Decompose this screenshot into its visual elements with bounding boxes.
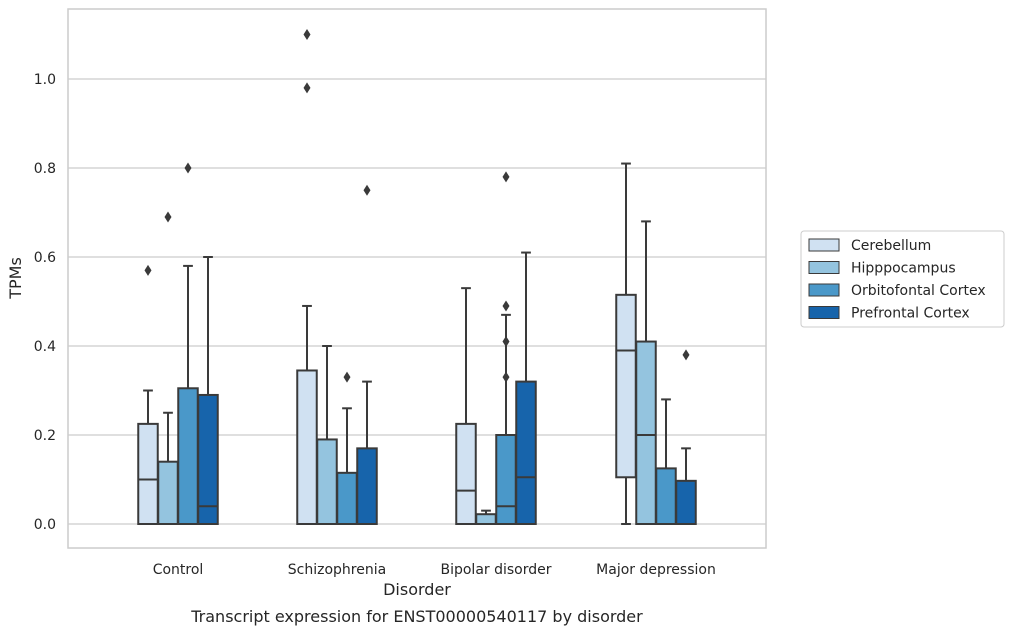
outlier-point — [184, 162, 192, 174]
legend-swatch — [808, 261, 840, 274]
chart-caption: Transcript expression for ENST0000054011… — [190, 607, 643, 626]
outlier-point — [682, 349, 690, 361]
outlier-point — [164, 211, 172, 223]
x-tick-label: Control — [153, 562, 204, 578]
legend-items: Cerebellum Hipppocampus Orbitofontal Corte… — [808, 238, 986, 322]
box-cerebellum-schizophrenia — [296, 29, 318, 525]
box-body — [615, 293, 637, 479]
box-body — [177, 387, 199, 525]
box-body — [197, 393, 219, 526]
box-orbitofontal-cortex-schizophrenia — [336, 371, 358, 526]
plot-frame — [67, 8, 767, 549]
box-body — [635, 340, 657, 525]
box-hipppocampus-bipolar-disorder — [475, 509, 497, 526]
outlier-point — [502, 371, 510, 383]
legend: Cerebellum Hipppocampus Orbitofontal Corte… — [800, 230, 1005, 328]
y-tick-label: 0.2 — [34, 428, 56, 444]
box-prefrontal-cortex-major-depression — [675, 349, 697, 525]
outlier-point — [343, 371, 351, 383]
legend-label: Prefrontal Cortex — [851, 306, 970, 322]
y-tick-label: 0.0 — [34, 517, 56, 533]
grid-layer — [68, 78, 766, 525]
outlier-point — [303, 82, 311, 94]
box-hipppocampus-control — [157, 211, 179, 526]
legend-label: Hipppocampus — [851, 261, 956, 277]
legend-label: Orbitofontal Cortex — [851, 283, 986, 299]
box-body — [316, 438, 338, 526]
x-tick-label: Major depression — [596, 562, 716, 578]
legend-swatch — [808, 238, 840, 252]
box-prefrontal-cortex-schizophrenia — [356, 184, 378, 526]
outlier-point — [363, 184, 371, 196]
outlier-point — [502, 171, 510, 183]
boxes-layer — [137, 29, 697, 526]
box-body — [455, 422, 477, 525]
box-prefrontal-cortex-bipolar-disorder — [515, 251, 537, 525]
y-tick-label: 0.8 — [34, 161, 56, 177]
legend-swatch — [808, 283, 840, 297]
box-body — [336, 471, 358, 526]
outlier-point — [502, 300, 510, 312]
box-body — [296, 369, 318, 525]
y-tick-label: 1.0 — [34, 72, 56, 88]
x-tick-label: Schizophrenia — [288, 562, 386, 578]
box-orbitofontal-cortex-major-depression — [655, 398, 677, 525]
box-body — [475, 513, 497, 526]
box-body — [356, 447, 378, 526]
y-tick-label: 0.4 — [34, 339, 56, 355]
x-axis-label: Disorder — [383, 580, 451, 599]
box-prefrontal-cortex-control — [197, 256, 219, 526]
box-body — [157, 460, 179, 526]
x-tick-labels: Control Schizophrenia Bipolar disorder Majo… — [153, 562, 716, 578]
box-body — [495, 434, 517, 525]
box-body — [515, 380, 537, 525]
y-axis-label: TPMs — [6, 257, 25, 300]
box-cerebellum-bipolar-disorder — [455, 287, 477, 525]
box-body — [675, 479, 697, 525]
box-hipppocampus-major-depression — [635, 220, 657, 525]
box-cerebellum-major-depression — [615, 162, 637, 525]
box-orbitofontal-cortex-control — [177, 162, 199, 525]
box-orbitofontal-cortex-bipolar-disorder — [495, 171, 517, 525]
outlier-point — [144, 264, 152, 276]
x-tick-label: Bipolar disorder — [440, 562, 551, 578]
legend-frame — [800, 230, 1005, 328]
outlier-point — [303, 29, 311, 40]
outlier-point — [502, 336, 510, 348]
box-cerebellum-control — [137, 264, 159, 525]
box-body — [137, 422, 159, 525]
legend-swatch — [808, 306, 840, 319]
legend-label: Cerebellum — [851, 238, 931, 254]
y-tick-labels: 0.0 0.2 0.4 0.6 0.8 1.0 — [34, 72, 56, 533]
box-hipppocampus-schizophrenia — [316, 345, 338, 526]
box-body — [655, 467, 677, 525]
y-tick-label: 0.6 — [34, 250, 56, 266]
